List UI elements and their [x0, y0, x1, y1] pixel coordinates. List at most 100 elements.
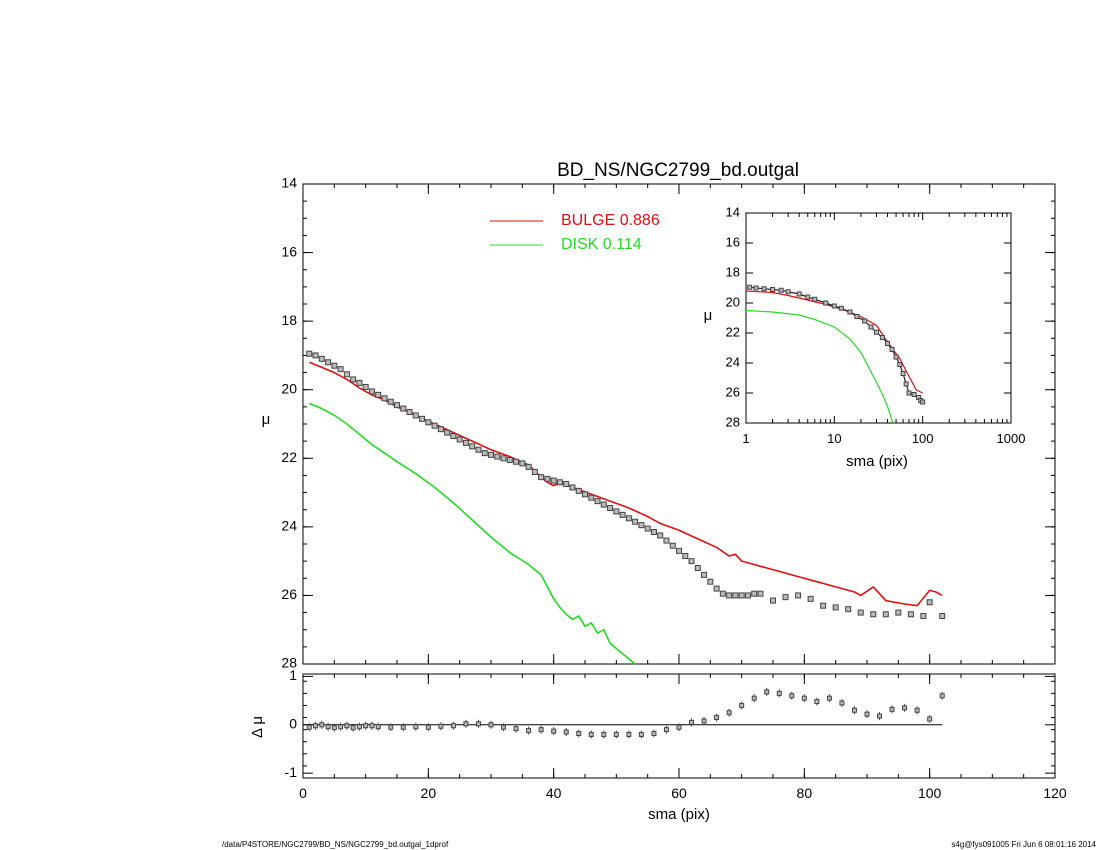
data-point — [694, 565, 701, 571]
residual-point — [350, 725, 356, 731]
data-point — [669, 542, 676, 549]
data-point — [719, 590, 726, 597]
data-point — [406, 409, 413, 415]
residuals-y-axis: -1 0 1 — [285, 667, 1055, 780]
residual-point — [363, 723, 369, 729]
data-point — [732, 592, 739, 599]
data-point — [531, 469, 538, 475]
x-tick-label: 100 — [912, 431, 934, 446]
y-tick-label: 14 — [281, 175, 297, 191]
residual-point — [463, 721, 469, 727]
main-y-axis: 14 16 18 20 22 24 26 28 — [281, 175, 1055, 671]
data-point — [882, 611, 889, 618]
residual-point — [413, 724, 419, 730]
residual-point — [563, 729, 569, 735]
residual-point — [814, 699, 820, 705]
residual-point — [701, 718, 707, 724]
y-tick-label: 20 — [726, 294, 740, 309]
data-point — [939, 613, 946, 619]
residual-point — [601, 731, 607, 737]
data-point — [362, 383, 369, 390]
chart-title: BD_NS/NGC2799_bd.outgal — [557, 160, 799, 181]
legend: BULGE 0.886 DISK 0.114 — [490, 212, 660, 253]
residual-point — [626, 731, 632, 737]
data-point — [682, 553, 689, 559]
data-point — [343, 371, 350, 378]
y-tick-label: 24 — [726, 354, 740, 369]
data-point — [707, 578, 714, 585]
residual-point — [651, 730, 657, 736]
residual-point — [714, 715, 720, 721]
inset-data-point — [770, 287, 776, 292]
residual-point — [588, 731, 594, 737]
data-point — [857, 609, 864, 616]
inset-data-point — [885, 341, 891, 346]
y-tick-label: 28 — [726, 414, 740, 429]
data-point — [312, 352, 319, 359]
residual-point — [914, 707, 920, 713]
residual-point — [764, 689, 770, 695]
residual-point — [438, 723, 444, 729]
data-point — [368, 388, 375, 395]
y-tick-label: 22 — [726, 324, 740, 339]
data-point — [400, 405, 407, 412]
residual-point — [851, 707, 857, 713]
data-point — [650, 529, 657, 535]
y-tick-label: 1 — [289, 667, 297, 683]
data-point — [895, 609, 902, 616]
residual-point — [776, 690, 782, 696]
main-series-group — [306, 350, 946, 665]
data-point — [782, 594, 789, 601]
data-point — [600, 501, 607, 508]
x-tick-label: 100 — [918, 785, 942, 801]
data-point — [425, 419, 432, 426]
x-tick-label: 1000 — [997, 431, 1026, 446]
y-tick-label: 18 — [281, 312, 297, 328]
data-point — [713, 585, 720, 592]
data-point — [325, 359, 332, 366]
residual-point — [501, 724, 507, 730]
inset-data-point — [893, 354, 899, 360]
data-point — [738, 592, 745, 599]
residual-point — [689, 719, 695, 725]
residual-point — [538, 727, 544, 733]
data-point — [544, 475, 551, 482]
data-point — [469, 443, 476, 450]
residual-point — [331, 725, 337, 731]
inset-data-point — [761, 286, 767, 292]
x-tick-label: 40 — [546, 785, 562, 801]
data-point — [744, 592, 751, 599]
data-point — [475, 446, 482, 453]
residuals-y-axis-label: Δ μ — [249, 716, 266, 738]
y-tick-label: 24 — [281, 518, 297, 534]
residual-point — [375, 724, 381, 730]
inset-data-point — [873, 329, 879, 335]
residual-point — [676, 724, 682, 730]
data-point — [644, 525, 651, 532]
data-point — [676, 547, 682, 554]
residual-point — [425, 724, 431, 730]
residual-point — [751, 695, 757, 701]
inset-x-axis: 1 10 100 1000 — [742, 213, 1025, 446]
inset-data-point — [854, 314, 860, 319]
residual-point — [826, 695, 832, 701]
residuals-plot: -101 0 20 40 60 80 100 120 Δ μ sma (pix) — [249, 667, 1067, 823]
residual-point — [889, 706, 895, 712]
data-point — [619, 511, 626, 518]
residual-point — [344, 723, 350, 729]
inset-data-point — [831, 303, 837, 309]
inset-data-point — [911, 392, 917, 397]
inset-data-point — [785, 289, 791, 295]
data-point — [394, 402, 400, 409]
data-point — [462, 439, 469, 446]
inset-log-plot: 14 16 18 20 22 24 26 28 1 10 100 1000 μ sma (pix) — [704, 204, 1026, 470]
data-point — [770, 597, 776, 604]
data-point — [306, 350, 313, 357]
data-point — [588, 494, 595, 501]
y-tick-label: 26 — [726, 384, 740, 399]
residual-point — [739, 702, 745, 708]
y-tick-label: 22 — [281, 449, 297, 465]
residual-point — [319, 722, 325, 728]
residual-point — [488, 722, 494, 728]
data-point — [387, 398, 394, 405]
